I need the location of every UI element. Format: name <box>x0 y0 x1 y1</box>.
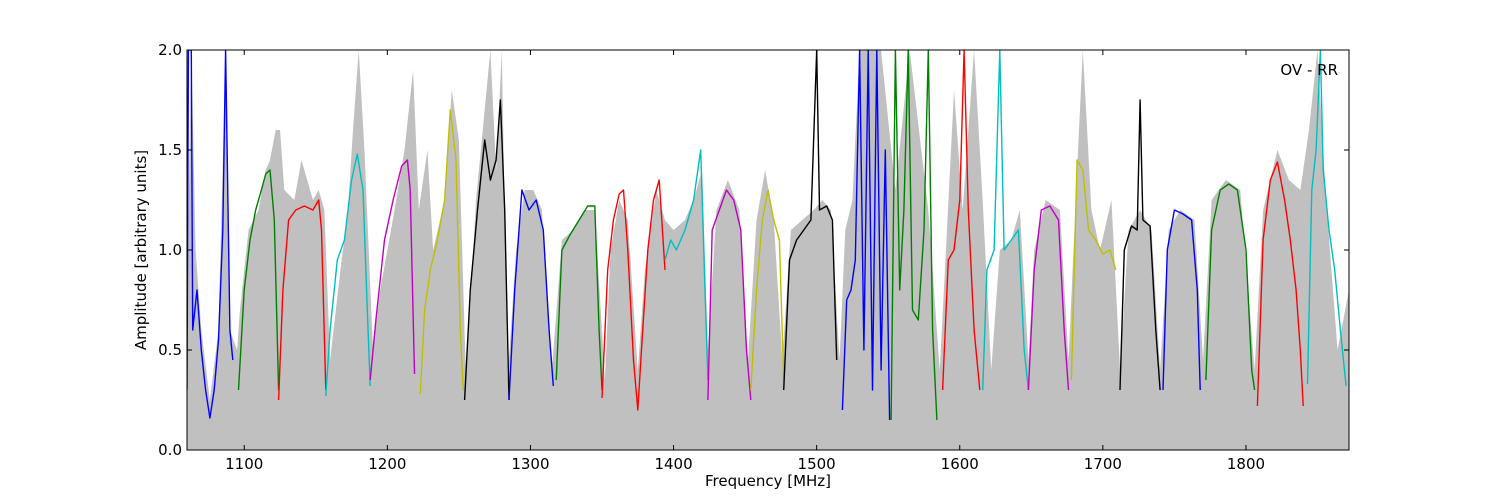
chart-annotation: OV - RR <box>1280 61 1338 79</box>
series-line-6 <box>419 109 464 395</box>
series-line-5 <box>369 159 416 381</box>
series-line-20 <box>1070 159 1117 381</box>
series-line-10 <box>601 179 666 411</box>
series-line-12 <box>707 189 752 401</box>
reference-band <box>187 50 1349 450</box>
x-tick-label: 1700 <box>1084 455 1122 473</box>
series-line-25 <box>1306 50 1347 387</box>
series-line-11 <box>664 149 709 381</box>
series-line-18 <box>982 50 1030 391</box>
y-tick-label: 0.0 <box>158 441 182 459</box>
series-line-4 <box>325 153 371 397</box>
series-group <box>187 50 1347 421</box>
series-line-23 <box>1205 183 1256 391</box>
series-line-17 <box>941 50 981 391</box>
series-line-21 <box>1119 99 1161 391</box>
plot-area <box>187 50 1349 450</box>
x-tick-label: 1800 <box>1227 455 1265 473</box>
x-tick-label: 1100 <box>225 455 263 473</box>
y-tick-label: 2.0 <box>158 41 182 59</box>
series-line-16 <box>890 50 938 421</box>
series-line-14 <box>783 50 838 391</box>
series-line-1 <box>187 50 234 419</box>
x-tick-label: 1200 <box>368 455 406 473</box>
y-tick-label: 1.5 <box>158 141 182 159</box>
y-axis-label: Amplitude [arbitrary units] <box>132 150 150 350</box>
x-axis: 1100 1200 1300 1400 1500 1600 1700 1800 <box>225 50 1265 473</box>
series-line-7 <box>463 99 510 401</box>
series-line-15 <box>841 50 891 421</box>
series-line-8 <box>508 189 554 401</box>
x-tick-label: 1300 <box>511 455 549 473</box>
series-line-13 <box>750 189 785 391</box>
y-tick-label: 1.0 <box>158 241 182 259</box>
series-line-9 <box>555 205 603 391</box>
y-tick-label: 0.5 <box>158 341 182 359</box>
series-line-19 <box>1027 205 1070 391</box>
series-line-24 <box>1256 161 1304 407</box>
x-tick-label: 1600 <box>941 455 979 473</box>
series-line-2 <box>237 169 280 391</box>
x-tick-label: 1400 <box>654 455 692 473</box>
y-axis: 0.0 0.5 1.0 1.5 2.0 <box>158 41 1349 459</box>
x-axis-label: Frequency [MHz] <box>705 472 831 490</box>
series-line-3 <box>277 199 327 401</box>
x-tick-label: 1500 <box>798 455 836 473</box>
series-line-22 <box>1162 209 1201 391</box>
